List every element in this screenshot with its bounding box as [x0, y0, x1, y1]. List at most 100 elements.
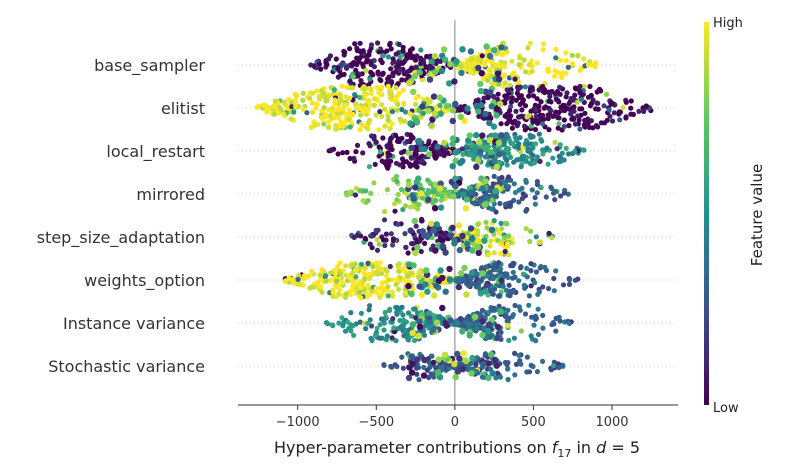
- beeswarm-point: [414, 237, 420, 243]
- beeswarm-point: [516, 187, 522, 193]
- beeswarm-point: [449, 107, 457, 114]
- feature-label: base_sampler: [94, 56, 205, 76]
- beeswarm-point: [546, 230, 552, 236]
- beeswarm-point: [567, 106, 573, 112]
- beeswarm-point: [333, 271, 339, 277]
- beeswarm-point: [293, 103, 299, 109]
- beeswarm-point: [407, 111, 413, 117]
- beeswarm-point: [380, 135, 386, 141]
- beeswarm-point: [407, 47, 413, 54]
- beeswarm-point: [478, 70, 485, 77]
- beeswarm-point: [519, 107, 525, 113]
- beeswarm-point: [563, 50, 569, 56]
- beeswarm-point: [556, 121, 562, 127]
- beeswarm-point: [556, 365, 562, 371]
- beeswarm-point: [503, 131, 509, 137]
- beeswarm-point: [487, 149, 495, 156]
- beeswarm-point: [555, 70, 561, 76]
- beeswarm-point: [385, 117, 391, 123]
- beeswarm-point: [546, 127, 552, 133]
- beeswarm-point: [382, 106, 388, 112]
- beeswarm-point: [392, 98, 398, 104]
- beeswarm-point: [366, 271, 372, 278]
- beeswarm-point: [479, 307, 485, 313]
- beeswarm-point: [404, 272, 412, 280]
- beeswarm-point: [409, 65, 415, 71]
- beeswarm-point: [479, 53, 485, 59]
- beeswarm-point: [461, 264, 468, 272]
- beeswarm-point: [532, 280, 538, 286]
- beeswarm-point: [330, 289, 336, 295]
- beeswarm-point: [304, 274, 310, 280]
- x-tick-label: 500: [521, 415, 546, 430]
- beeswarm-point: [487, 269, 493, 275]
- beeswarm-point: [527, 40, 533, 46]
- beeswarm-point: [362, 235, 368, 241]
- beeswarm-point: [422, 323, 428, 329]
- beeswarm-point: [405, 374, 413, 382]
- beeswarm-point: [385, 83, 391, 89]
- beeswarm-point: [377, 322, 383, 328]
- beeswarm-point: [356, 280, 362, 287]
- beeswarm-point: [428, 122, 435, 130]
- beeswarm-point: [428, 278, 434, 284]
- beeswarm-point: [374, 85, 380, 91]
- beeswarm-point: [483, 43, 490, 50]
- beeswarm-point: [364, 98, 370, 104]
- beeswarm-point: [530, 145, 536, 151]
- beeswarm-point: [394, 277, 400, 283]
- beeswarm-point: [412, 184, 419, 191]
- beeswarm-point: [413, 64, 419, 70]
- beeswarm-point: [401, 101, 407, 107]
- beeswarm-point: [358, 295, 364, 301]
- beeswarm-point: [516, 145, 522, 151]
- beeswarm-point: [569, 116, 575, 122]
- beeswarm-point: [385, 150, 391, 156]
- beeswarm-point: [380, 53, 386, 59]
- beeswarm-point: [511, 159, 517, 165]
- beeswarm-point: [416, 318, 423, 325]
- beeswarm-point: [607, 113, 613, 119]
- beeswarm-point: [554, 89, 561, 95]
- beeswarm-point: [489, 273, 496, 279]
- beeswarm-point: [281, 99, 287, 105]
- beeswarm-point: [281, 111, 287, 117]
- beeswarm-point: [582, 117, 588, 123]
- feature-label: local_restart: [106, 142, 205, 162]
- beeswarm-point: [508, 200, 514, 206]
- beeswarm-point: [520, 271, 527, 277]
- beeswarm-point: [434, 369, 442, 376]
- beeswarm-point: [373, 286, 379, 292]
- beeswarm-point: [550, 113, 556, 119]
- beeswarm-point: [540, 84, 546, 90]
- beeswarm-point: [338, 271, 344, 277]
- beeswarm-point: [412, 57, 419, 63]
- beeswarm-point: [381, 217, 388, 223]
- beeswarm-point: [516, 278, 522, 284]
- beeswarm-point: [575, 276, 581, 282]
- beeswarm-point: [336, 115, 342, 121]
- beeswarm-point: [534, 60, 540, 66]
- beeswarm-point: [362, 92, 368, 98]
- beeswarm-point: [332, 115, 338, 121]
- beeswarm-point: [529, 314, 535, 320]
- beeswarm-point: [572, 148, 578, 155]
- beeswarm-point: [546, 98, 553, 104]
- beeswarm-point: [543, 194, 549, 200]
- beeswarm-point: [498, 277, 505, 284]
- beeswarm-point: [389, 109, 395, 115]
- feature-label: Stochastic variance: [48, 357, 205, 376]
- beeswarm-point: [577, 67, 583, 73]
- beeswarm-point: [504, 162, 510, 168]
- beeswarm-point: [286, 275, 292, 281]
- beeswarm-point: [405, 181, 413, 188]
- beeswarm-point: [493, 362, 500, 369]
- beeswarm-point: [545, 89, 552, 95]
- beeswarm-point: [480, 76, 486, 82]
- beeswarm-point: [388, 158, 394, 164]
- beeswarm-point: [323, 98, 329, 104]
- beeswarm-point: [509, 95, 515, 101]
- beeswarm-point: [390, 73, 396, 79]
- beeswarm-point: [534, 369, 541, 375]
- beeswarm-point: [573, 86, 579, 92]
